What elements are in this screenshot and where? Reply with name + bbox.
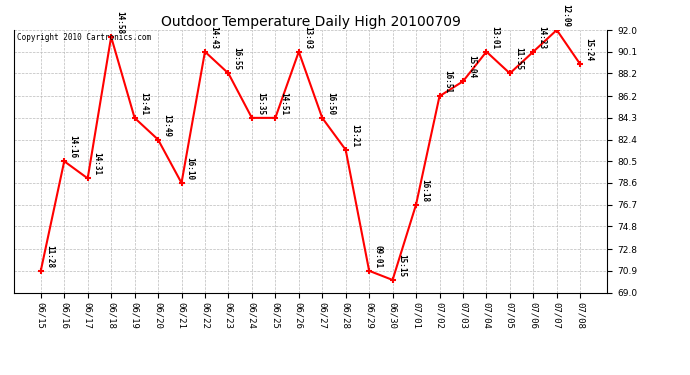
Text: 16:55: 16:55 <box>233 48 241 70</box>
Title: Outdoor Temperature Daily High 20100709: Outdoor Temperature Daily High 20100709 <box>161 15 460 29</box>
Text: 14:51: 14:51 <box>279 92 288 115</box>
Text: 11:28: 11:28 <box>45 245 54 268</box>
Text: 15:04: 15:04 <box>467 56 476 79</box>
Text: 14:43: 14:43 <box>209 26 218 49</box>
Text: 13:41: 13:41 <box>139 92 148 115</box>
Text: 16:50: 16:50 <box>326 92 335 115</box>
Text: 15:24: 15:24 <box>584 38 593 62</box>
Text: 13:21: 13:21 <box>350 124 359 147</box>
Text: 14:58: 14:58 <box>115 11 124 34</box>
Text: 14:31: 14:31 <box>92 153 101 176</box>
Text: 16:10: 16:10 <box>186 157 195 180</box>
Text: 14:23: 14:23 <box>538 26 546 49</box>
Text: 16:18: 16:18 <box>420 179 429 202</box>
Text: 15:15: 15:15 <box>397 254 406 277</box>
Text: 13:03: 13:03 <box>303 26 312 49</box>
Text: 14:16: 14:16 <box>68 135 77 159</box>
Text: 15:35: 15:35 <box>256 92 265 115</box>
Text: Copyright 2010 Cartronics.com: Copyright 2010 Cartronics.com <box>17 33 151 42</box>
Text: 11:55: 11:55 <box>514 48 523 70</box>
Text: 12:09: 12:09 <box>561 4 570 27</box>
Text: 16:51: 16:51 <box>444 70 453 93</box>
Text: 13:01: 13:01 <box>491 26 500 49</box>
Text: 13:49: 13:49 <box>162 114 171 137</box>
Text: 09:01: 09:01 <box>373 245 382 268</box>
